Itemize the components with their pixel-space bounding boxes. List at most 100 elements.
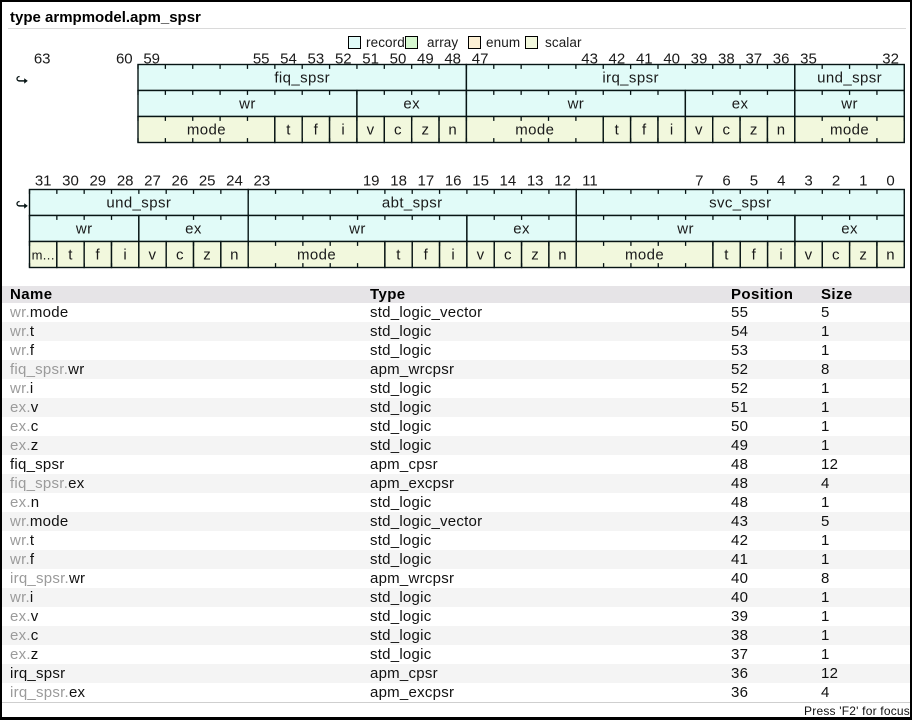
svg-text:36: 36 (773, 50, 790, 67)
svg-text:i: i (123, 247, 127, 264)
svg-text:32: 32 (882, 50, 899, 67)
svg-text:0: 0 (886, 173, 894, 190)
svg-text:v: v (805, 247, 813, 264)
svg-text:wr: wr (238, 96, 256, 113)
svg-text:7: 7 (695, 173, 703, 190)
svg-text:27: 27 (144, 173, 161, 190)
svg-text:wr: wr (75, 221, 93, 238)
svg-text:50: 50 (390, 50, 407, 67)
svg-text:v: v (695, 122, 703, 139)
svg-text:26: 26 (172, 173, 189, 190)
svg-text:1: 1 (859, 173, 867, 190)
svg-text:f: f (642, 122, 647, 139)
svg-text:ex: ex (513, 221, 530, 238)
svg-text:ex: ex (185, 221, 202, 238)
svg-text:2: 2 (832, 173, 840, 190)
svg-text:ex: ex (841, 221, 858, 238)
svg-text:v: v (149, 247, 157, 264)
svg-text:f: f (752, 247, 757, 264)
svg-text:n: n (448, 122, 457, 139)
svg-text:53: 53 (308, 50, 325, 67)
svg-text:31: 31 (35, 173, 52, 190)
svg-text:ex: ex (732, 96, 749, 113)
svg-text:39: 39 (691, 50, 708, 67)
svg-text:4: 4 (777, 173, 785, 190)
svg-text:i: i (779, 247, 783, 264)
svg-text:5: 5 (750, 173, 758, 190)
svg-text:25: 25 (199, 173, 216, 190)
svg-text:6: 6 (722, 173, 730, 190)
svg-text:i: i (451, 247, 455, 264)
svg-text:28: 28 (117, 173, 134, 190)
svg-text:15: 15 (472, 173, 489, 190)
svg-text:i: i (341, 122, 345, 139)
svg-text:40: 40 (663, 50, 680, 67)
svg-text:mode: mode (625, 247, 664, 264)
svg-text:i: i (670, 122, 674, 139)
svg-text:c: c (504, 247, 512, 264)
svg-text:48: 48 (444, 50, 461, 67)
svg-text:mode: mode (830, 122, 869, 139)
svg-text:16: 16 (445, 173, 462, 190)
svg-text:12: 12 (554, 173, 571, 190)
svg-text:24: 24 (226, 173, 243, 190)
svg-text:n: n (230, 247, 239, 264)
svg-text:60: 60 (116, 50, 133, 67)
svg-text:z: z (859, 247, 867, 264)
svg-text:wr: wr (348, 221, 366, 238)
svg-text:38: 38 (718, 50, 735, 67)
svg-text:f: f (424, 247, 429, 264)
svg-text:c: c (176, 247, 184, 264)
svg-text:18: 18 (390, 173, 407, 190)
svg-text:14: 14 (500, 173, 517, 190)
svg-text:t: t (68, 247, 73, 264)
svg-text:z: z (421, 122, 429, 139)
svg-text:wr: wr (567, 96, 585, 113)
svg-text:63: 63 (34, 50, 51, 67)
svg-text:t: t (286, 122, 291, 139)
svg-text:30: 30 (62, 173, 79, 190)
svg-text:t: t (724, 247, 729, 264)
svg-text:fiq_spsr: fiq_spsr (274, 70, 330, 87)
svg-text:v: v (477, 247, 485, 264)
svg-text:c: c (394, 122, 402, 139)
svg-text:und_spsr: und_spsr (817, 70, 882, 87)
svg-text:42: 42 (609, 50, 626, 67)
svg-text:59: 59 (143, 50, 160, 67)
svg-text:c: c (722, 122, 730, 139)
svg-text:v: v (367, 122, 375, 139)
svg-text:47: 47 (472, 50, 489, 67)
svg-text:t: t (615, 122, 620, 139)
svg-text:t: t (396, 247, 401, 264)
svg-text:11: 11 (582, 173, 598, 190)
svg-text:52: 52 (335, 50, 352, 67)
svg-text:n: n (777, 122, 786, 139)
svg-text:n: n (558, 247, 567, 264)
svg-text:und_spsr: und_spsr (106, 195, 171, 212)
svg-text:c: c (832, 247, 840, 264)
svg-text:n: n (886, 247, 895, 264)
svg-text:irq_spsr: irq_spsr (602, 70, 659, 87)
svg-text:13: 13 (527, 173, 544, 190)
svg-text:mode: mode (515, 122, 554, 139)
svg-text:41: 41 (636, 50, 653, 67)
svg-text:54: 54 (280, 50, 297, 67)
svg-text:z: z (531, 247, 539, 264)
svg-text:m...: m... (32, 248, 55, 263)
svg-text:abt_spsr: abt_spsr (382, 195, 443, 212)
svg-text:55: 55 (253, 50, 270, 67)
svg-text:wr: wr (676, 221, 694, 238)
svg-text:49: 49 (417, 50, 434, 67)
svg-text:z: z (203, 247, 211, 264)
svg-text:f: f (96, 247, 101, 264)
svg-text:mode: mode (187, 122, 226, 139)
svg-text:3: 3 (804, 173, 812, 190)
svg-text:f: f (314, 122, 319, 139)
svg-text:ex: ex (403, 96, 420, 113)
svg-text:mode: mode (297, 247, 336, 264)
svg-text:17: 17 (418, 173, 435, 190)
svg-text:wr: wr (840, 96, 858, 113)
svg-text:43: 43 (581, 50, 598, 67)
svg-text:z: z (750, 122, 758, 139)
svg-text:51: 51 (362, 50, 379, 67)
